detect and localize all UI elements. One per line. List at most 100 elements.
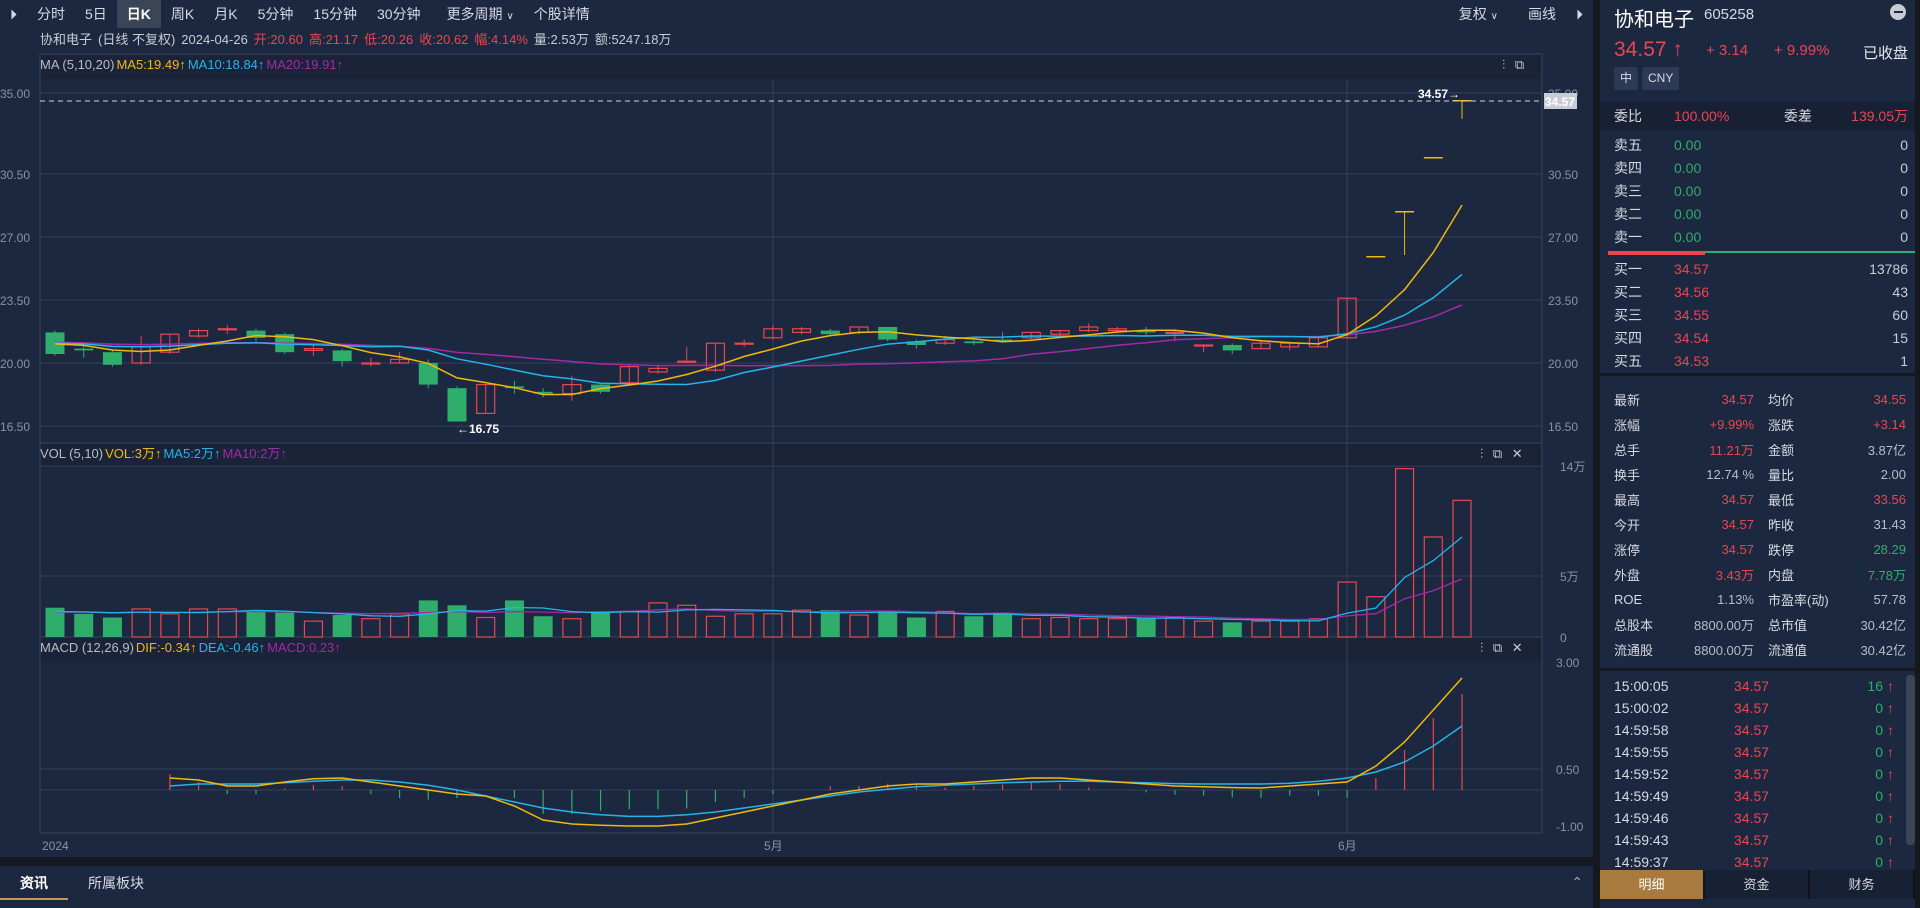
tab-sector[interactable]: 所属板块 [88,875,144,891]
svg-text:14万: 14万 [1560,460,1585,474]
svg-text:35.00: 35.00 [0,87,30,101]
up-arrow-icon: ↑ [1887,766,1894,782]
swap-pane-icon[interactable]: ⧉ [1492,640,1503,655]
vol-header-bar [40,443,1542,468]
remove-icon[interactable] [1890,4,1906,20]
tick-row: 14:59:55 34.57 0 ↑ [1614,744,1894,760]
stat-row: 总手 11.21万 金额 3.87亿 [1614,442,1906,458]
bid-level[interactable]: 买二 34.56 43 [1614,284,1908,300]
tab-30min[interactable]: 30分钟 [376,6,421,22]
svg-text:←16.75: ←16.75 [457,422,499,436]
tab-5min[interactable]: 5分钟 [257,6,294,22]
quote-panel: 协和电子 605258 34.57 ↑ + 3.14 + 9.99% 已收盘 中… [1600,0,1920,908]
svg-text:27.00: 27.00 [1548,231,1578,245]
svg-text:30.50: 30.50 [1548,168,1578,182]
bid-level[interactable]: 买三 34.55 60 [1614,307,1908,323]
last-price: 34.57 ↑ [1614,38,1683,61]
tab-stock-detail[interactable]: 个股详情 [533,6,590,22]
stat-row: 涨幅 +9.99% 涨跌 +3.14 [1614,416,1906,433]
vol-pane-tools: ⫶ ⧉ ✕ [1480,446,1523,462]
svg-text:30.50: 30.50 [0,168,30,182]
ma-pane-tools: ⫶ ⧉ [1502,57,1524,73]
ask-level[interactable]: 卖二 0.00 0 [1614,206,1908,222]
close-icon[interactable]: ✕ [1511,640,1523,655]
stat-row: 最高 34.57 最低 33.56 [1614,491,1906,508]
up-arrow-icon: ↑ [1887,744,1894,760]
swap-pane-icon[interactable]: ⧉ [1514,57,1525,72]
expand-up-icon[interactable]: ⌃ [1571,874,1583,890]
tick-scrollbar[interactable] [1906,675,1915,845]
tab-fenshi[interactable]: 分时 [37,6,65,22]
order-ratio-bar: 委比 100.00% 委差 139.05万 [1600,102,1915,130]
stock-name: 协和电子 [1614,9,1694,31]
macd-header-bar [40,637,1542,662]
svg-text:6月: 6月 [1338,839,1357,853]
svg-text:20.00: 20.00 [1548,357,1578,371]
bid-level[interactable]: 买五 34.53 1 [1614,353,1908,369]
tab-daily-k[interactable]: 日K [116,0,161,28]
ask-level[interactable]: 卖三 0.00 0 [1614,183,1908,199]
svg-text:23.50: 23.50 [1548,294,1578,308]
chevron-down-icon: ∨ [506,11,514,22]
ask-level[interactable]: 卖四 0.00 0 [1614,160,1908,176]
stat-row: 换手 12.74 % 量比 2.00 [1614,466,1906,483]
stat-row: 外盘 3.43万 内盘 7.78万 [1614,567,1906,583]
svg-text:2024: 2024 [42,839,69,853]
settings-sliders-icon[interactable]: ⫶ [1480,446,1484,461]
tick-row: 14:59:37 34.57 0 ↑ [1614,854,1894,870]
tick-row: 14:59:52 34.57 0 ↑ [1614,766,1894,782]
draw-line-button[interactable]: 画线 [1528,6,1556,22]
tick-row: 14:59:58 34.57 0 ↑ [1614,722,1894,738]
tick-row: 15:00:02 34.57 0 ↑ [1614,700,1894,716]
price-change-pct: + 9.99% [1774,42,1830,59]
macd-legend: MACD (12,26,9) DIF:-0.34↑ DEA:-0.46↑ MACD:0… [40,640,341,655]
tab-finance[interactable]: 财务 [1810,870,1915,899]
svg-text:-1.00: -1.00 [1556,820,1584,834]
stat-row: 流通股 8800.00万 流通值 30.42亿 [1614,642,1906,658]
ma-header-bar [40,54,1542,79]
period-toolbar: ⏵ 分时 5日 日K 周K 月K 5分钟 15分钟 30分钟 更多周期 ∨ 个股… [0,0,1593,28]
tab-5day[interactable]: 5日 [85,6,107,22]
svg-text:34.57: 34.57 [1545,95,1575,109]
svg-text:0.50: 0.50 [1556,763,1580,777]
svg-text:3.00: 3.00 [1556,656,1580,670]
ask-level[interactable]: 卖一 0.00 0 [1614,229,1908,245]
bid-level[interactable]: 买一 34.57 13786 [1614,261,1908,277]
svg-text:5月: 5月 [764,839,783,853]
tab-news[interactable]: 资讯 [0,866,68,900]
swap-pane-icon[interactable]: ⧉ [1492,446,1503,461]
expand-icon[interactable]: ⏵ [10,6,17,22]
up-arrow-icon: ↑ [1887,700,1894,716]
tick-row: 15:00:05 34.57 16 ↑ [1614,678,1894,694]
tab-15min[interactable]: 15分钟 [313,6,357,22]
stat-row: 最新 34.57 均价 34.55 [1614,391,1906,408]
bottom-tabs: 资讯 所属板块 ⌃ [0,866,1593,900]
tab-weekly-k[interactable]: 周K [170,6,195,22]
ma-legend: MA (5,10,20) MA5:19.49↑ MA10:18.84↑ MA20:19… [40,57,344,72]
macd-pane-tools: ⫶ ⧉ ✕ [1480,640,1523,656]
up-arrow-icon: ↑ [1887,832,1894,848]
collapse-panel-icon[interactable]: ⏵ [1576,6,1583,22]
tab-more-periods[interactable]: 更多周期 ∨ [446,6,514,22]
candle-info-line: 协和电子 (日线 不复权) 2024-04-26 开:20.60 高:21.17 低:20… [40,32,672,47]
detail-tabs: 明细 资金 财务 [1600,870,1915,899]
up-arrow-icon: ↑ [1887,788,1894,804]
svg-text:16.50: 16.50 [0,420,30,434]
tab-monthly-k[interactable]: 月K [214,6,238,22]
tab-detail[interactable]: 明细 [1600,870,1705,899]
settings-sliders-icon[interactable]: ⫶ [1480,640,1484,655]
settings-sliders-icon[interactable]: ⫶ [1502,57,1506,72]
kline-chart[interactable]: 35.0035.0030.5030.5027.0027.0023.5023.50… [0,0,1593,860]
up-arrow-icon: ↑ [1887,678,1894,694]
market-badge: 中 [1614,67,1639,90]
bid-level[interactable]: 买四 34.54 15 [1614,330,1908,346]
close-icon[interactable]: ✕ [1511,446,1523,461]
tab-funds[interactable]: 资金 [1705,870,1810,899]
bid-ask-divider-red [1608,251,1705,255]
fuquan-dropdown[interactable]: 复权 ∨ [1458,6,1498,22]
price-change: + 3.14 [1706,42,1749,59]
stock-code: 605258 [1704,6,1755,23]
up-arrow-icon: ↑ [1887,810,1894,826]
svg-text:20.00: 20.00 [0,357,30,371]
ask-level[interactable]: 卖五 0.00 0 [1614,137,1908,153]
